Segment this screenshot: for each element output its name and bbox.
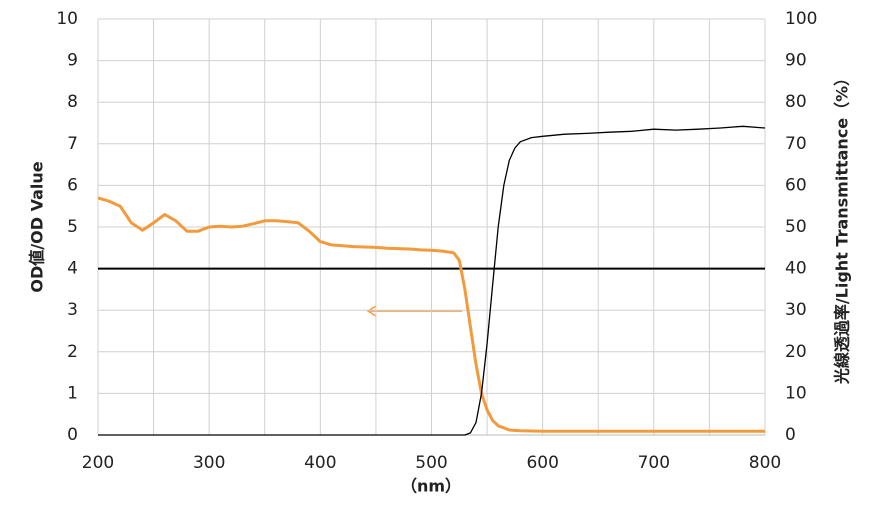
y2-tick-label: 50	[785, 217, 807, 237]
y2-tick-label: 20	[785, 342, 807, 362]
y-tick-label: 6	[67, 175, 78, 195]
x-axis-title: （nm）	[401, 477, 461, 496]
y2-tick-label: 60	[785, 175, 807, 195]
y-tick-label: 0	[67, 425, 78, 445]
y2-tick-label: 10	[785, 383, 807, 403]
y2-tick-label: 0	[785, 425, 796, 445]
y-tick-label: 2	[67, 342, 78, 362]
y-tick-label: 5	[67, 217, 78, 237]
y-tick-label: 1	[67, 383, 78, 403]
y-tick-label: 10	[56, 9, 78, 29]
x-tick-label: 800	[749, 453, 781, 473]
y2-tick-label: 80	[785, 92, 807, 112]
y2-tick-label: 30	[785, 300, 807, 320]
y-tick-label: 8	[67, 92, 78, 112]
y-tick-label: 3	[67, 300, 78, 320]
x-tick-label: 400	[304, 453, 336, 473]
data-line	[98, 125, 766, 436]
y2-axis-title: 光線透過率/Light Transmittance（%）	[833, 70, 852, 385]
arrow	[366, 305, 462, 317]
y2-tick-label: 90	[785, 51, 807, 71]
y2-tick-label: 40	[785, 259, 807, 279]
y2-tick-label: 70	[785, 134, 807, 154]
data-line	[97, 196, 765, 433]
x-tick-label: 200	[82, 453, 114, 473]
y2-tick-label: 100	[785, 9, 817, 29]
x-tick-label: 500	[415, 453, 447, 473]
x-tick-label: 300	[193, 453, 225, 473]
y-tick-label: 4	[67, 259, 78, 279]
y-axis-title: OD値/OD Value	[28, 161, 47, 292]
x-tick-label: 600	[526, 453, 558, 473]
y-tick-label: 9	[67, 51, 78, 71]
x-tick-label: 700	[638, 453, 670, 473]
y-tick-label: 7	[67, 134, 78, 154]
